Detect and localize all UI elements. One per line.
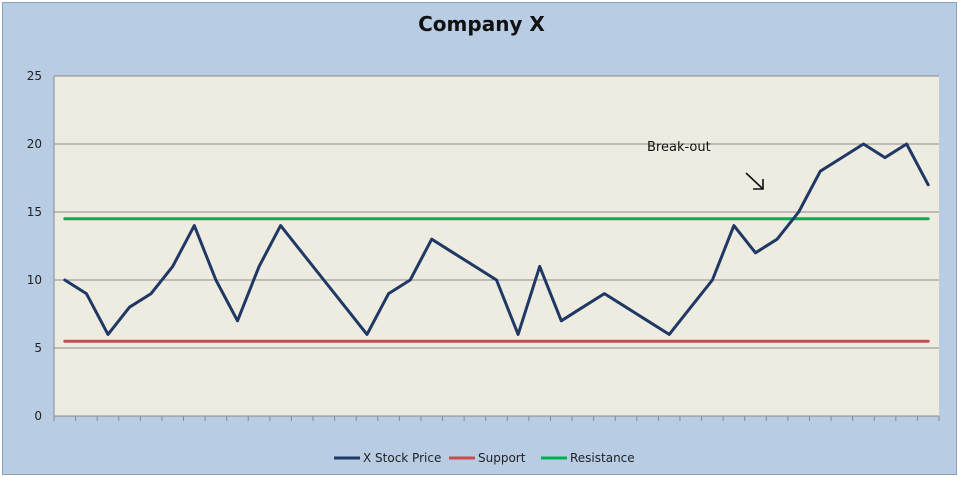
series-line-x-stock-price bbox=[63, 142, 930, 336]
y-tick-label-0: 0 bbox=[34, 409, 42, 423]
chart-title: Company X bbox=[418, 12, 545, 36]
breakout-arrow-head bbox=[753, 179, 764, 190]
y-tick-label-15: 15 bbox=[27, 205, 42, 219]
y-axis-tick-labels: 0 5 10 15 20 25 bbox=[27, 69, 42, 423]
annotations: Break-out bbox=[647, 140, 764, 190]
breakout-arrow-icon bbox=[745, 172, 764, 190]
plot-area bbox=[54, 76, 939, 416]
y-tick-label-5: 5 bbox=[34, 341, 42, 355]
y-tick-label-20: 20 bbox=[27, 137, 42, 151]
y-tick-label-25: 25 bbox=[27, 69, 42, 83]
breakout-arrow-shaft bbox=[745, 172, 764, 190]
breakout-annotation: Break-out bbox=[647, 140, 711, 155]
legend-label-x-stock-price: X Stock Price bbox=[363, 451, 441, 465]
legend-label-support: Support bbox=[478, 451, 526, 465]
x-axis-ticks bbox=[53, 416, 940, 421]
legend: X Stock Price Support Resistance bbox=[334, 451, 635, 465]
legend-label-resistance: Resistance bbox=[570, 451, 635, 465]
y-tick-label-10: 10 bbox=[27, 273, 42, 287]
series-lines bbox=[63, 142, 930, 343]
